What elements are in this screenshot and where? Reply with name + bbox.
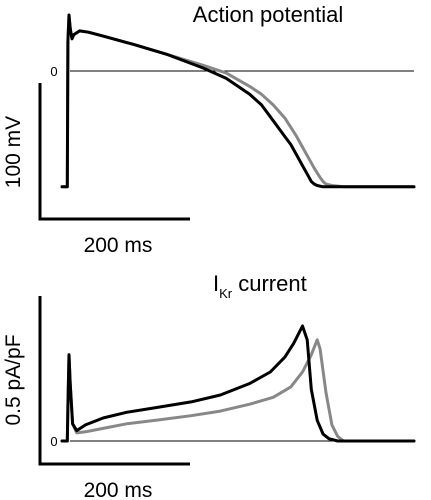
ikr-y-scale-label: 0.5 pA/pF	[2, 334, 25, 425]
panel-action-potential: Action potential 0 200 ms 100 mV	[2, 2, 416, 257]
ikr-title-subscript: Kr	[219, 286, 233, 301]
ap-y-scale-label: 100 mV	[2, 116, 25, 188]
ap-series-group	[60, 13, 416, 189]
ap-series-black-line	[60, 13, 416, 189]
ikr-title-main: I	[213, 271, 219, 296]
ap-x-scale-label: 200 ms	[84, 234, 153, 257]
ikr-series-black-line	[60, 324, 416, 443]
ikr-title: IKr current	[213, 271, 307, 301]
ikr-x-scale-label: 200 ms	[84, 479, 153, 500]
ikr-title-suffix: current	[232, 271, 307, 296]
ikr-series-group	[60, 324, 416, 443]
ikr-zero-label: 0	[50, 434, 57, 449]
ap-title: Action potential	[193, 2, 343, 27]
ikr-series-gray-line	[60, 338, 416, 443]
panel-ikr-current: IKr current 0 200 ms 0.5 pA/pF	[2, 271, 416, 500]
ap-zero-label: 0	[50, 64, 57, 79]
